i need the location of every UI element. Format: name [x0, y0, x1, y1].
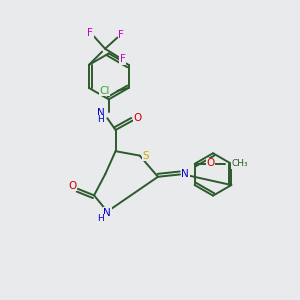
Text: O: O — [206, 158, 215, 168]
Text: S: S — [142, 151, 149, 160]
Text: F: F — [120, 54, 126, 64]
Text: H: H — [98, 116, 104, 124]
Text: N: N — [97, 108, 105, 118]
Text: O: O — [134, 112, 142, 123]
Text: H: H — [98, 214, 104, 224]
Text: F: F — [87, 28, 93, 38]
Text: F: F — [118, 30, 124, 40]
Text: Cl: Cl — [99, 86, 110, 96]
Text: N: N — [182, 169, 189, 179]
Text: N: N — [103, 208, 111, 218]
Text: CH₃: CH₃ — [231, 159, 248, 168]
Text: O: O — [68, 181, 77, 191]
